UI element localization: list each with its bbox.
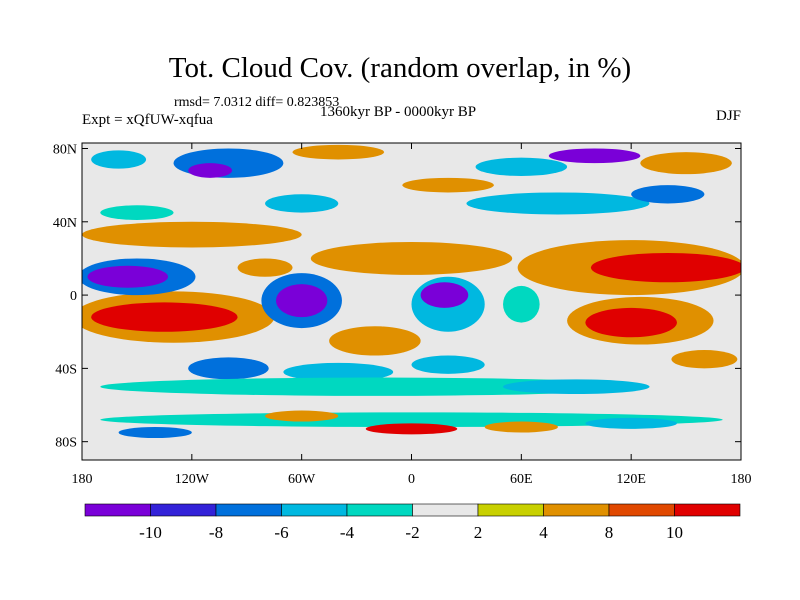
field-anomaly-region [292, 144, 385, 160]
field-anomaly-region [310, 241, 513, 275]
field-anomaly-region [466, 192, 650, 215]
field-anomaly-region [188, 163, 233, 178]
field-anomaly-region [329, 326, 421, 356]
field-anomaly-region [503, 379, 650, 395]
y-tick-label: 80S [55, 436, 77, 451]
field-anomaly-region [100, 412, 723, 428]
field-anomaly-region [237, 258, 293, 277]
colorbar-swatch [674, 503, 741, 517]
colorbar-swatch [84, 503, 151, 517]
field-anomaly-region [402, 177, 494, 193]
field-anomaly-region [265, 410, 339, 422]
colorbar: -10 -8 -6 -4 -2 2 4 8 10 [84, 503, 741, 542]
field-anomaly-region [640, 152, 732, 175]
field-anomaly-region [82, 221, 302, 248]
field-anomaly-region [365, 423, 458, 435]
y-tick-label: 40N [53, 216, 77, 231]
y-tick-label: 80N [53, 142, 77, 157]
stats-text: rmsd= 7.0312 diff= 0.823853 [174, 95, 340, 110]
field-anomaly-region [276, 284, 328, 318]
x-tick-label: 60W [288, 472, 316, 487]
colorbar-label: 4 [539, 523, 548, 542]
field-anomaly-region [585, 307, 677, 338]
colorbar-label: -6 [274, 523, 288, 542]
field-anomaly-region [283, 362, 394, 382]
field-anomaly-region [100, 377, 650, 396]
colorbar-swatch [150, 503, 217, 517]
colorbar-swatch [346, 503, 413, 517]
map-field [82, 143, 741, 460]
colorbar-label: 10 [666, 523, 683, 542]
field-anomaly-region [631, 185, 705, 204]
field-anomaly-region [484, 421, 558, 433]
x-tick-label: 0 [408, 472, 415, 487]
y-tick-label: 40S [55, 362, 77, 377]
field-anomaly-region [100, 205, 174, 220]
x-tick-label: 180 [72, 472, 93, 487]
field-anomaly-region [91, 150, 147, 169]
colorbar-swatch [608, 503, 675, 517]
field-anomaly-region [265, 194, 339, 213]
colorbar-label: -10 [139, 523, 162, 542]
field-anomaly-region [87, 265, 169, 288]
colorbar-label: 8 [605, 523, 614, 542]
x-tick-label: 180 [731, 472, 752, 487]
colorbar-label: -8 [209, 523, 223, 542]
colorbar-label: 2 [474, 523, 483, 542]
axes: 180 120W 60W 0 60E 120E 180 80N 40N 0 40S 80S [53, 142, 752, 487]
field-anomaly-region [188, 357, 269, 380]
plot-title: Tot. Cloud Cov. (random overlap, in %) [168, 52, 632, 84]
colorbar-swatch [543, 503, 610, 517]
field-anomaly-region [475, 157, 568, 176]
field-anomaly-region [548, 148, 641, 164]
colorbar-swatch [215, 503, 282, 517]
period-label: 1360kyr BP - 0000kyr BP [320, 104, 477, 120]
experiment-label: Expt = xQfUW-xqfua [82, 112, 213, 128]
colorbar-swatch [412, 503, 479, 517]
colorbar-label: -4 [340, 523, 355, 542]
field-anomaly-region [91, 302, 238, 332]
field-anomaly-region [420, 282, 469, 308]
x-tick-label: 60E [510, 472, 533, 487]
field-anomaly-region [671, 350, 738, 369]
season-label: DJF [715, 108, 741, 124]
field-anomaly-region [503, 285, 540, 323]
field-anomaly-region [411, 355, 485, 374]
x-tick-label: 120E [616, 472, 646, 487]
colorbar-swatch [281, 503, 348, 517]
y-tick-label: 0 [70, 289, 77, 304]
field-anomaly-region [585, 417, 677, 429]
field-anomaly-region [118, 427, 192, 439]
field-anomaly-region [590, 252, 741, 283]
colorbar-swatch [477, 503, 544, 517]
x-tick-label: 120W [175, 472, 210, 487]
colorbar-label: -2 [405, 523, 419, 542]
